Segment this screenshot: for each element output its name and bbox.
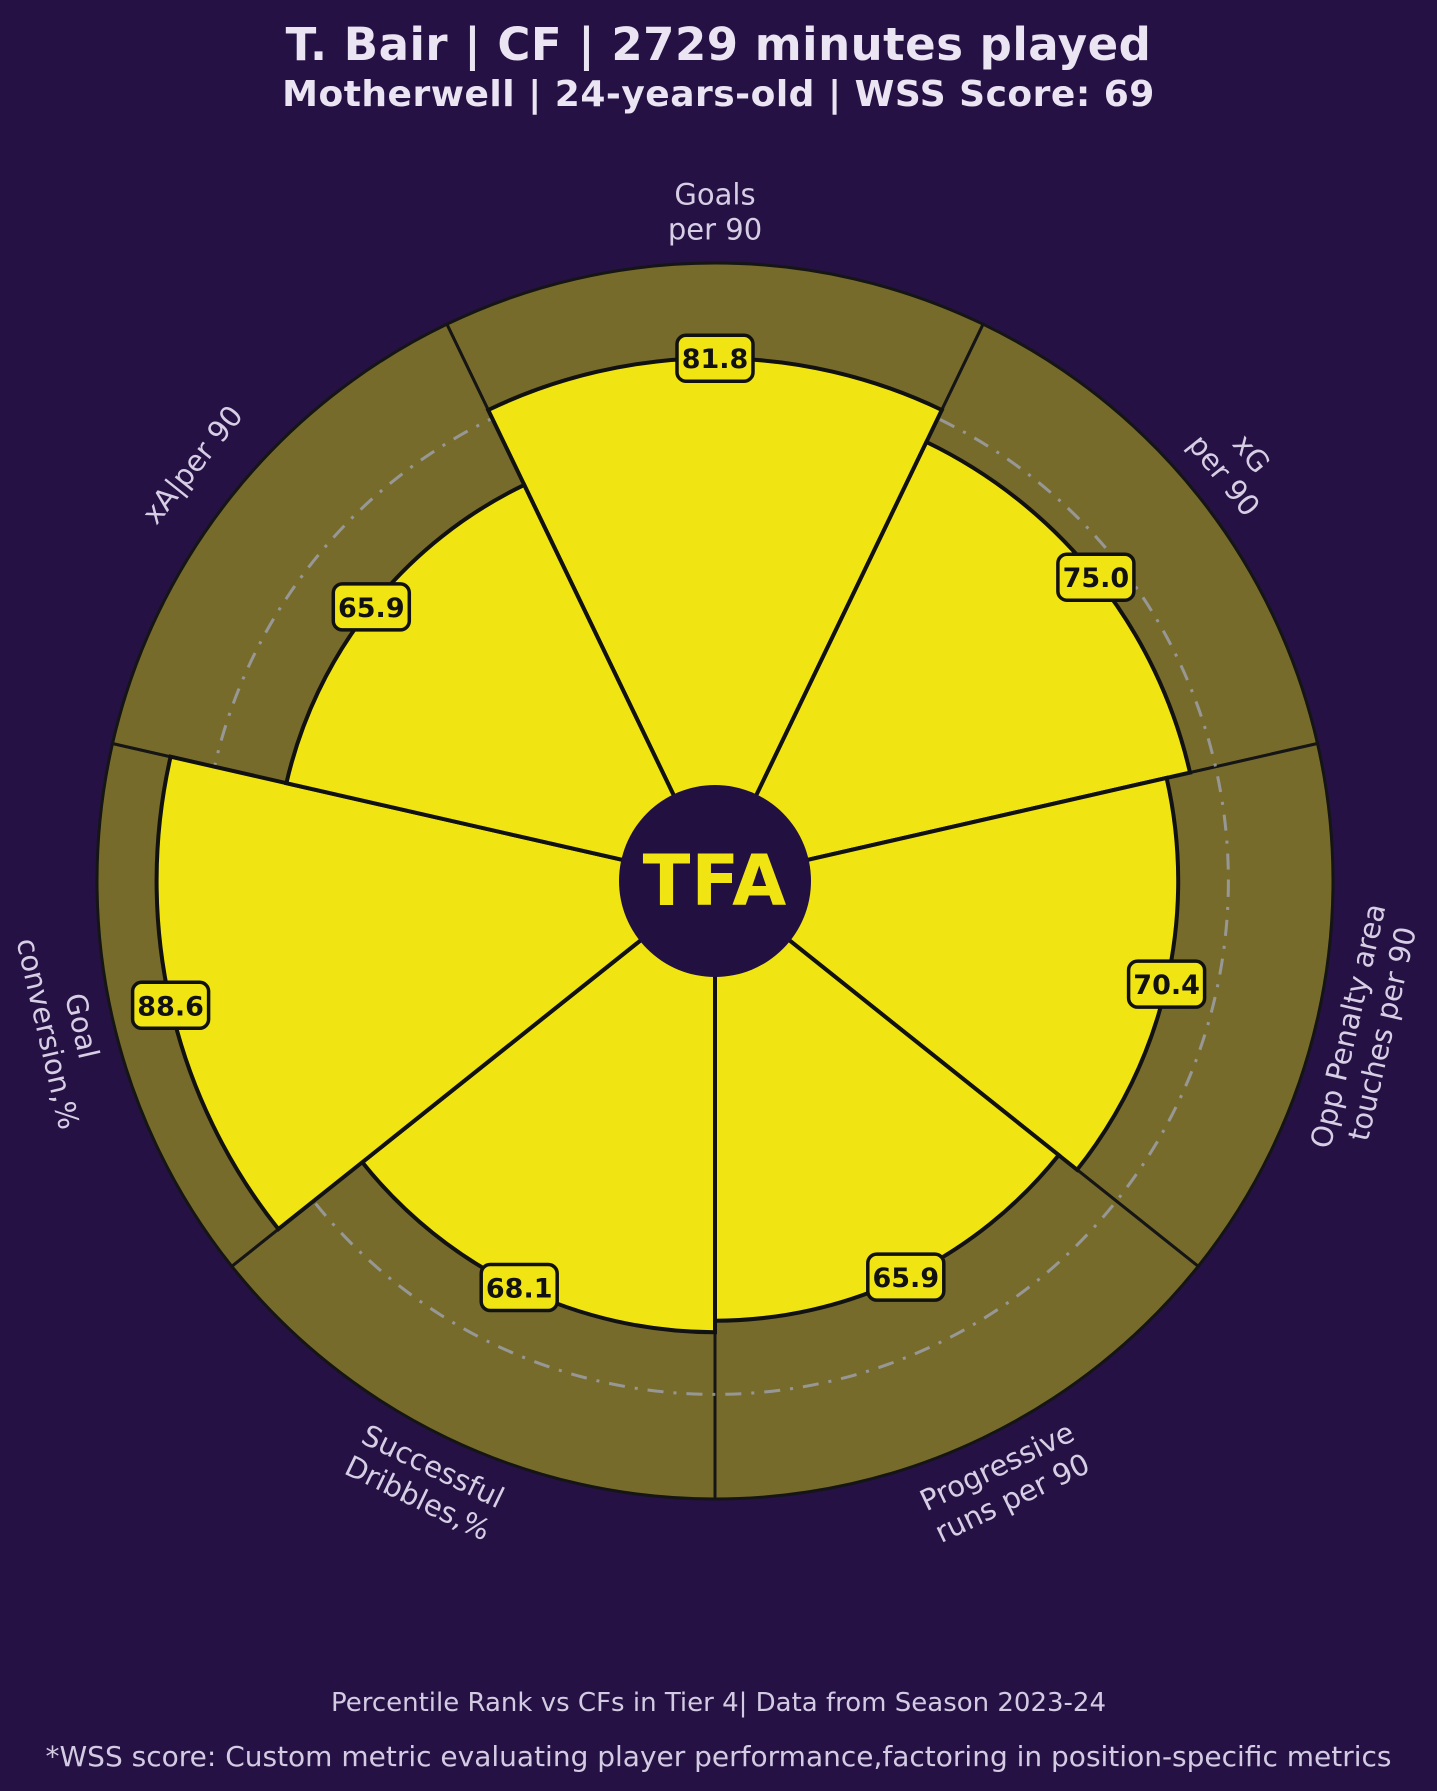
page-subtitle: Motherwell | 24-years-old | WSS Score: 6… — [282, 74, 1155, 115]
page-title: T. Bair | CF | 2729 minutes played — [285, 18, 1152, 71]
value-badge-text: 68.1 — [486, 1274, 553, 1305]
value-badge-text: 88.6 — [137, 991, 204, 1022]
param-label-goals-per-90: Goals per 90 — [668, 178, 762, 249]
value-badge-opp-penalty-area-touches-per-90: 70.4 — [1126, 959, 1207, 1009]
value-badge-goal-conversion: 88.6 — [130, 980, 211, 1031]
tfa-logo: TFA — [619, 785, 811, 977]
value-badge-box — [1126, 959, 1207, 1009]
value-badge-successful-dribbles: 68.1 — [479, 1262, 559, 1313]
value-badge-text: 75.0 — [1063, 563, 1130, 594]
value-badge-box — [1056, 552, 1136, 602]
tfa-logo-text: TFA — [642, 840, 788, 922]
value-badge-goals-per-90: 81.8 — [675, 333, 755, 383]
value-badge-box — [479, 1262, 559, 1313]
value-badge-xg-per-90: 75.0 — [1056, 552, 1136, 602]
value-badge-box — [331, 582, 412, 632]
footer-wss-note: *WSS score: Custom metric evaluating pla… — [45, 1740, 1392, 1773]
footer-context-line: Percentile Rank vs CFs in Tier 4| Data f… — [330, 1688, 1107, 1718]
value-badge-text: 65.9 — [338, 593, 405, 624]
value-badge-box — [866, 1252, 946, 1302]
value-badge-box — [130, 980, 211, 1031]
param-label-line: per 90 — [667, 213, 763, 247]
value-badge-progressive-runs-per-90: 65.9 — [866, 1252, 946, 1302]
value-badge-text: 70.4 — [1133, 970, 1200, 1001]
value-badge-xa-per-90: 65.9 — [331, 582, 412, 632]
value-badge-text: 81.8 — [682, 344, 749, 375]
param-label-line: Goals — [674, 177, 756, 212]
value-badge-text: 65.9 — [872, 1263, 939, 1294]
value-badge-box — [675, 333, 755, 383]
